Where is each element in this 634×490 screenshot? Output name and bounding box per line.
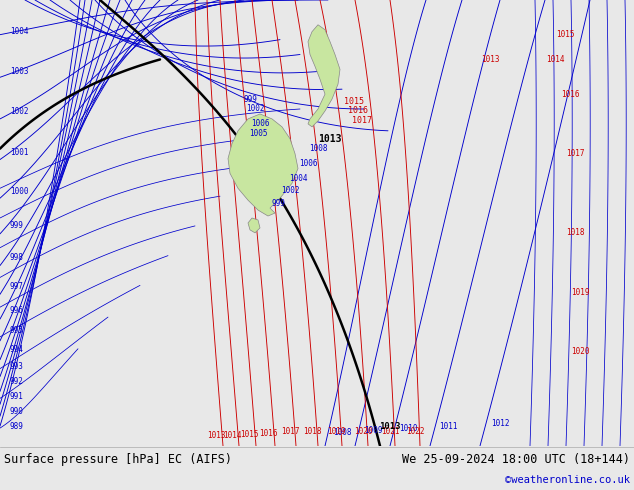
Text: 1018: 1018 <box>566 228 585 237</box>
Text: 1006: 1006 <box>251 120 269 128</box>
Text: 1015: 1015 <box>344 97 364 105</box>
Text: 1016: 1016 <box>348 106 368 116</box>
Text: 1017: 1017 <box>566 149 585 158</box>
Text: 1014: 1014 <box>223 431 242 440</box>
Text: 998: 998 <box>10 253 24 262</box>
Text: 1018: 1018 <box>303 427 321 436</box>
Polygon shape <box>308 25 340 127</box>
Text: 1008: 1008 <box>333 428 351 437</box>
Text: 1011: 1011 <box>439 422 457 431</box>
Text: 1022: 1022 <box>406 427 424 436</box>
Text: 1017: 1017 <box>281 427 299 436</box>
Text: 1002: 1002 <box>246 104 264 114</box>
Text: 996: 996 <box>10 306 24 315</box>
Text: 999: 999 <box>271 198 285 208</box>
Polygon shape <box>228 114 298 216</box>
Text: 989: 989 <box>10 421 24 431</box>
Text: 1016: 1016 <box>259 429 277 438</box>
Text: 1013: 1013 <box>318 134 342 144</box>
Text: 1020: 1020 <box>354 427 372 436</box>
Text: 1021: 1021 <box>381 427 399 436</box>
Text: 1000: 1000 <box>10 187 29 196</box>
Text: 1005: 1005 <box>249 129 268 138</box>
Text: 1015: 1015 <box>556 30 574 39</box>
Text: 1006: 1006 <box>299 159 317 168</box>
Text: 1010: 1010 <box>399 424 417 433</box>
Text: 997: 997 <box>10 282 24 291</box>
Text: 995: 995 <box>10 326 24 336</box>
Text: 1009: 1009 <box>364 426 382 435</box>
Text: 1019: 1019 <box>327 427 346 436</box>
Text: 1019: 1019 <box>571 288 589 297</box>
Text: 992: 992 <box>10 377 24 386</box>
Text: 1014: 1014 <box>546 55 564 64</box>
Text: 1004: 1004 <box>10 27 29 36</box>
Text: 991: 991 <box>10 392 24 401</box>
Text: 1013: 1013 <box>207 431 225 440</box>
Text: 1004: 1004 <box>288 174 307 183</box>
Text: 1008: 1008 <box>309 144 327 153</box>
Text: 1003: 1003 <box>10 67 29 76</box>
Text: Surface pressure [hPa] EC (AIFS): Surface pressure [hPa] EC (AIFS) <box>4 453 232 466</box>
Text: 1020: 1020 <box>571 347 589 356</box>
Text: 999: 999 <box>243 95 257 103</box>
Text: We 25-09-2024 18:00 UTC (18+144): We 25-09-2024 18:00 UTC (18+144) <box>402 453 630 466</box>
Text: 993: 993 <box>10 362 24 371</box>
Text: ©weatheronline.co.uk: ©weatheronline.co.uk <box>505 475 630 485</box>
Text: 999: 999 <box>10 221 24 230</box>
Text: 990: 990 <box>10 407 24 416</box>
Text: 1001: 1001 <box>10 148 29 157</box>
Text: 994: 994 <box>10 345 24 354</box>
Text: 1013: 1013 <box>379 422 401 431</box>
Text: 1016: 1016 <box>560 90 579 98</box>
Text: 1017: 1017 <box>352 117 372 125</box>
Text: 1015: 1015 <box>240 430 258 439</box>
Text: 1002: 1002 <box>281 186 299 195</box>
Text: 1012: 1012 <box>491 419 509 428</box>
Text: 1013: 1013 <box>481 55 499 64</box>
Text: 1002: 1002 <box>10 107 29 117</box>
Polygon shape <box>248 218 260 233</box>
